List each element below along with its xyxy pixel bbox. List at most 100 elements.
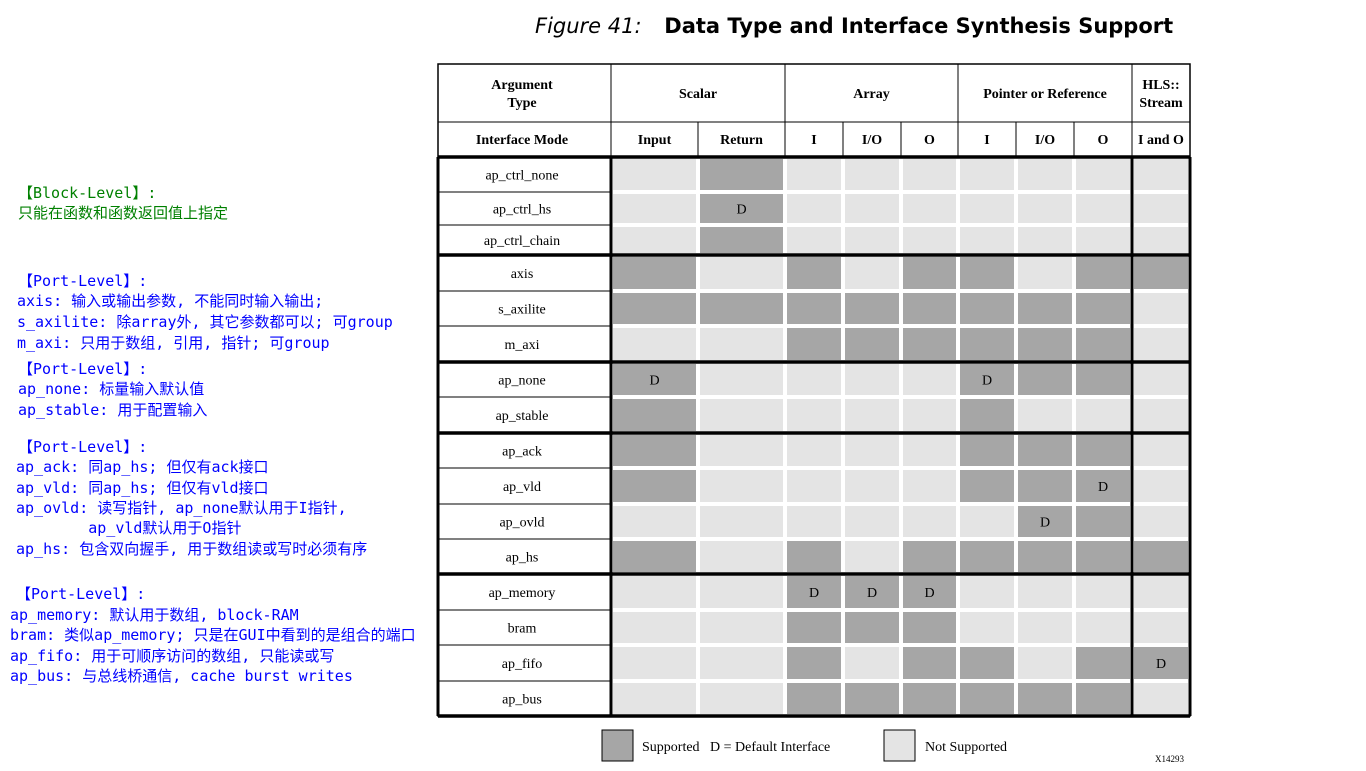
annotation-line: ap_fifo: 用于可顺序访问的数组, 只能读或写 — [10, 647, 335, 665]
not-supported-cell — [1017, 226, 1073, 254]
not-supported-cell — [612, 646, 697, 680]
supported-cell — [959, 327, 1015, 361]
not-supported-cell — [1133, 398, 1189, 432]
supported-cell — [1017, 505, 1073, 538]
figure-number: Figure 41: — [535, 14, 642, 38]
not-supported-cell — [1075, 158, 1131, 191]
interface-mode-label: bram — [508, 622, 537, 637]
default-interface-mark: D — [649, 374, 659, 389]
group-header-line: HLS:: — [1142, 78, 1179, 93]
row-label-cell — [437, 432, 612, 469]
interface-mode-header: Interface Mode — [476, 133, 568, 148]
not-supported-cell — [699, 575, 784, 609]
legend-not-supported-label: Not Supported — [925, 740, 1007, 755]
supported-cell — [1075, 363, 1131, 396]
annotation-line: m_axi: 只用于数组, 引用, 指针; 可group — [17, 334, 330, 352]
default-interface-mark: D — [982, 374, 992, 389]
not-supported-cell — [1133, 434, 1189, 467]
group-header: Scalar — [679, 87, 717, 102]
annotation-line: 只能在函数和函数返回值上指定 — [18, 204, 229, 222]
argument-type-header: Type — [507, 96, 536, 111]
row-label-cell — [437, 680, 612, 717]
annotation-line: ap_vld: 同ap_hs; 但仅有vld接口 — [16, 479, 269, 497]
supported-cell — [1133, 256, 1189, 290]
supported-cell — [902, 575, 957, 609]
supported-cell — [1017, 292, 1073, 325]
not-supported-cell — [1017, 575, 1073, 609]
supported-cell — [786, 646, 842, 680]
column-subheader: Return — [720, 133, 763, 148]
supported-cell — [699, 193, 784, 224]
default-interface-mark: D — [924, 586, 934, 601]
not-supported-cell — [844, 434, 900, 467]
annotation-line: 【Port-Level】: — [18, 360, 148, 378]
supported-cell — [1075, 434, 1131, 467]
not-supported-cell — [786, 505, 842, 538]
figure-name: Data Type and Interface Synthesis Suppor… — [664, 14, 1174, 38]
not-supported-cell — [612, 327, 697, 361]
supported-cell — [902, 292, 957, 325]
supported-cell — [902, 256, 957, 290]
not-supported-cell — [959, 226, 1015, 254]
not-supported-cell — [786, 398, 842, 432]
supported-cell — [699, 226, 784, 254]
supported-cell — [1075, 682, 1131, 715]
column-subheader: I and O — [1138, 133, 1184, 148]
supported-cell — [844, 292, 900, 325]
not-supported-cell — [959, 611, 1015, 644]
supported-cell — [959, 682, 1015, 715]
interface-mode-label: ap_bus — [502, 693, 542, 708]
annotation-line: 【Port-Level】: — [18, 438, 148, 456]
supported-cell — [959, 434, 1015, 467]
not-supported-cell — [1017, 193, 1073, 224]
interface-mode-label: ap_none — [498, 374, 545, 389]
annotation-line: ap_none: 标量输入默认值 — [18, 380, 205, 398]
default-interface-mark: D — [809, 586, 819, 601]
not-supported-cell — [612, 611, 697, 644]
supported-cell — [902, 646, 957, 680]
not-supported-cell — [1075, 611, 1131, 644]
not-supported-cell — [699, 505, 784, 538]
supported-cell — [959, 398, 1015, 432]
group-header-line: Stream — [1139, 96, 1183, 111]
not-supported-cell — [902, 469, 957, 503]
default-interface-mark: D — [1156, 657, 1166, 672]
not-supported-cell — [1133, 158, 1189, 191]
interface-mode-label: ap_ctrl_hs — [493, 203, 551, 218]
supported-cell — [959, 292, 1015, 325]
supported-cell — [1075, 646, 1131, 680]
annotation-line: ap_memory: 默认用于数组, block-RAM — [10, 606, 299, 624]
legend-supported-label: Supported D = Default Interface — [642, 740, 830, 755]
supported-cell — [612, 292, 697, 325]
annotation-line: bram: 类似ap_memory; 只是在GUI中看到的是组合的端口 — [10, 626, 416, 644]
interface-mode-label: ap_vld — [503, 480, 541, 495]
row-label-cell — [437, 609, 612, 646]
supported-cell — [1017, 540, 1073, 573]
supported-cell — [699, 292, 784, 325]
annotation-line: ap_stable: 用于配置输入 — [18, 401, 208, 419]
not-supported-cell — [844, 540, 900, 573]
not-supported-cell — [902, 398, 957, 432]
row-label-cell — [437, 191, 612, 226]
not-supported-cell — [844, 398, 900, 432]
not-supported-cell — [1017, 646, 1073, 680]
column-subheader: O — [1098, 133, 1109, 148]
not-supported-cell — [1133, 611, 1189, 644]
supported-cell — [844, 682, 900, 715]
supported-cell — [1017, 327, 1073, 361]
not-supported-cell — [902, 226, 957, 254]
not-supported-cell — [959, 505, 1015, 538]
supported-cell — [699, 158, 784, 191]
not-supported-cell — [612, 226, 697, 254]
default-interface-mark: D — [867, 586, 877, 601]
not-supported-cell — [699, 682, 784, 715]
supported-cell — [612, 469, 697, 503]
annotation-line: ap_ack: 同ap_hs; 但仅有ack接口 — [16, 458, 269, 476]
interface-mode-label: ap_ctrl_chain — [484, 234, 560, 249]
not-supported-cell — [612, 682, 697, 715]
not-supported-cell — [1133, 292, 1189, 325]
supported-cell — [612, 256, 697, 290]
column-subheader: I — [811, 133, 816, 148]
legend-supported-swatch — [601, 729, 634, 762]
supported-cell — [612, 398, 697, 432]
